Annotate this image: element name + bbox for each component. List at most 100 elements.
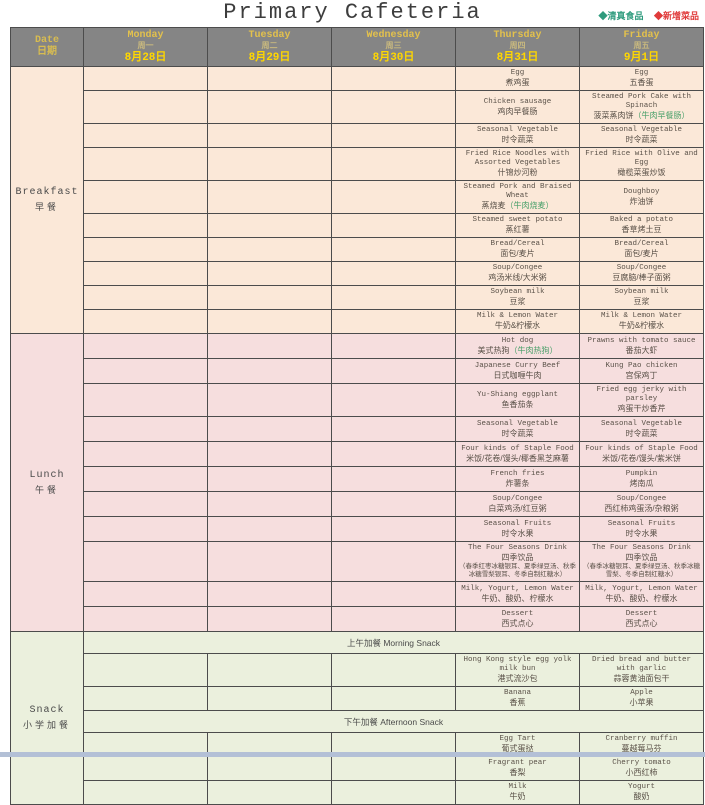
section-label-snack: Snack 小学加餐 bbox=[10, 631, 84, 805]
item-name-en: Soybean milk bbox=[490, 288, 545, 296]
menu-cell-tue bbox=[207, 516, 332, 542]
menu-cell-thu: Seasonal Fruits 时令水果 bbox=[455, 516, 580, 542]
menu-row: Soybean milk 豆浆 Soybean milk 豆浆 bbox=[11, 285, 704, 310]
item-name-zh: 番茄大虾 bbox=[625, 345, 658, 355]
menu-cell-tue bbox=[207, 491, 332, 517]
menu-cell-fri: Doughboy 炸油饼 bbox=[579, 180, 704, 214]
menu-cell-thu: Japanese Curry Beef 日式咖喱牛肉 bbox=[455, 358, 580, 384]
item-name-en: Milk, Yogurt, Lemon Water bbox=[461, 584, 574, 593]
menu-row: Fragrant pear 香梨 Cherry tomato 小西红柿 bbox=[11, 756, 704, 781]
menu-cell-mon bbox=[83, 147, 208, 181]
menu-cell-tue bbox=[207, 416, 332, 442]
menu-row: Steamed sweet potato 蒸红薯 Baked a potato 香草烤… bbox=[11, 213, 704, 238]
item-name-zh: 鸡蛋干炒香芹 bbox=[617, 404, 666, 413]
menu-row: Hong Kong style egg yolk milk bun 港式流沙包 Dr… bbox=[11, 653, 704, 687]
item-name-zh: 菠菜蒸肉饼（牛肉早餐肠） bbox=[593, 111, 690, 120]
item-name-en: Hot dog bbox=[501, 336, 534, 345]
menu-cell-fri: Fried Rice with Olive and Egg 橄榄菜蛋炒饭 bbox=[579, 147, 704, 181]
item-name-en: Fried egg jerky with parsley bbox=[596, 386, 687, 403]
item-name-zh: 牛奶、酸奶、柠檬水 bbox=[605, 593, 678, 603]
item-name-en: Four kinds of Staple Food bbox=[585, 444, 698, 453]
item-name-zh: 时令蔬菜 bbox=[625, 135, 658, 144]
menu-cell-mon bbox=[83, 491, 208, 517]
menu-cell-thu: Banana 香蕉 bbox=[455, 686, 580, 711]
menu-cell-fri: Milk & Lemon Water 牛奶&柠檬水 bbox=[579, 309, 704, 334]
menu-cell-fri: Yogurt 酸奶 bbox=[579, 780, 704, 805]
menu-cell-tue bbox=[207, 90, 332, 124]
menu-cell-thu: Milk, Yogurt, Lemon Water 牛奶、酸奶、柠檬水 bbox=[455, 581, 580, 607]
item-name-en: Dessert bbox=[501, 609, 534, 618]
menu-cell-mon bbox=[83, 309, 208, 334]
menu-cell-mon bbox=[83, 213, 208, 238]
item-name-en: Soup/Congee bbox=[616, 264, 667, 272]
item-name-zh: 炸油饼 bbox=[629, 196, 654, 206]
item-name-en: Egg bbox=[634, 69, 649, 77]
item-name-zh: 烤南瓜 bbox=[629, 478, 654, 488]
item-name-zh: 鱼香茄条 bbox=[501, 399, 534, 409]
item-name-en: Four kinds of Staple Food bbox=[461, 444, 574, 453]
page-title: Primary Cafeteria bbox=[223, 0, 482, 25]
item-name-en: Milk & Lemon Water bbox=[600, 312, 682, 320]
legend: ◆清真食品 ◆新增菜品 bbox=[598, 9, 699, 22]
menu-cell-tue bbox=[207, 237, 332, 262]
item-name-en: Seasonal Vegetable bbox=[476, 419, 558, 428]
item-name-zh: 面包/麦片 bbox=[624, 249, 659, 258]
item-name-zh: 牛奶、酸奶、柠檬水 bbox=[481, 593, 554, 603]
item-name-zh: 西红柿鸡蛋汤/杂粮粥 bbox=[604, 503, 679, 513]
section-snack: Snack 小学加餐 上午加餐 Morning Snack Hong Kong sty… bbox=[10, 631, 704, 805]
menu-cell-thu: Fragrant pear 香梨 bbox=[455, 756, 580, 781]
menu-cell-thu: The Four Seasons Drink 四季饮品 （春季红枣冰糖银耳、夏季绿豆… bbox=[455, 541, 580, 582]
menu-row: Japanese Curry Beef 日式咖喱牛肉 Kung Pao chicke… bbox=[11, 358, 704, 384]
menu-cell-thu: Soup/Congee 鸡汤米线/大米粥 bbox=[455, 261, 580, 286]
menu-cell-thu: Chicken sausage 鸡肉早餐肠 bbox=[455, 90, 580, 124]
snack-period-header: 上午加餐 Morning Snack bbox=[83, 631, 704, 654]
menu-cell-tue bbox=[207, 213, 332, 238]
section-breakfast: Breakfast 早餐 Egg 煮鸡蛋 Egg 五香蛋 Chicken sausage 鸡肉… bbox=[10, 66, 704, 334]
menu-cell-wed bbox=[331, 416, 456, 442]
menu-row: Soup/Congee 鸡汤米线/大米粥 Soup/Congee 豆腐脑/棒子面粥 bbox=[11, 261, 704, 286]
item-name-zh: 港式流沙包 bbox=[497, 674, 538, 683]
menu-row: Milk 牛奶 Yogurt 酸奶 bbox=[11, 780, 704, 805]
menu-cell-tue bbox=[207, 180, 332, 214]
item-name-en: Cherry tomato bbox=[612, 759, 671, 767]
item-name-en: Japanese Curry Beef bbox=[474, 361, 561, 370]
menu-row: French fries 炸薯条 Pumpkin 烤南瓜 bbox=[11, 466, 704, 492]
menu-cell-tue bbox=[207, 466, 332, 492]
menu-cell-mon bbox=[83, 383, 208, 417]
menu-cell-wed bbox=[331, 491, 456, 517]
menu-table: Date 日期 Monday 周一 8月28日 Tuesday 周二 8月29日… bbox=[10, 27, 704, 805]
item-name-en: Soup/Congee bbox=[492, 264, 543, 272]
menu-cell-wed bbox=[331, 147, 456, 181]
menu-row: Yu-Shiang eggplant 鱼香茄条 Fried egg jerky wi… bbox=[11, 383, 704, 417]
menu-cell-wed bbox=[331, 333, 456, 359]
item-name-zh: 时令蔬菜 bbox=[501, 135, 534, 144]
menu-cell-thu: Milk & Lemon Water 牛奶&柠檬水 bbox=[455, 309, 580, 334]
horizontal-scrollbar[interactable] bbox=[0, 752, 705, 757]
item-name-en: Dried bread and butter with garlic bbox=[591, 656, 692, 673]
menu-cell-fri: Milk, Yogurt, Lemon Water 牛奶、酸奶、柠檬水 bbox=[579, 581, 704, 607]
menu-cell-wed bbox=[331, 541, 456, 582]
menu-cell-tue bbox=[207, 581, 332, 607]
menu-cell-thu: Steamed sweet potato 蒸红薯 bbox=[455, 213, 580, 238]
menu-cell-wed bbox=[331, 653, 456, 687]
item-name-en: Milk & Lemon Water bbox=[476, 312, 558, 320]
menu-cell-mon bbox=[83, 123, 208, 148]
menu-cell-fri: Soup/Congee 豆腐脑/棒子面粥 bbox=[579, 261, 704, 286]
item-name-en: Egg bbox=[510, 69, 525, 77]
item-name-zh: 时令蔬菜 bbox=[625, 428, 658, 438]
menu-cell-mon bbox=[83, 261, 208, 286]
item-name-zh: 四季饮品 bbox=[501, 553, 534, 562]
item-name-en: Yogurt bbox=[627, 783, 655, 791]
menu-cell-wed bbox=[331, 686, 456, 711]
menu-row: Four kinds of Staple Food 米饭/花卷/馒头/椰香黑芝麻薯… bbox=[11, 441, 704, 467]
menu-cell-wed bbox=[331, 180, 456, 214]
menu-cell-mon bbox=[83, 653, 208, 687]
item-name-zh: 鸡汤米线/大米粥 bbox=[488, 273, 547, 282]
item-name-zh: 香蕉 bbox=[509, 698, 526, 707]
menu-row: Banana 香蕉 Apple 小苹果 bbox=[11, 686, 704, 711]
menu-cell-tue bbox=[207, 358, 332, 384]
menu-row: Seasonal Vegetable 时令蔬菜 Seasonal Vegetable… bbox=[11, 416, 704, 442]
menu-cell-thu: Egg 煮鸡蛋 bbox=[455, 66, 580, 91]
menu-cell-mon bbox=[83, 756, 208, 781]
legend-new-dish-label: ◆新增菜品 bbox=[653, 11, 699, 21]
